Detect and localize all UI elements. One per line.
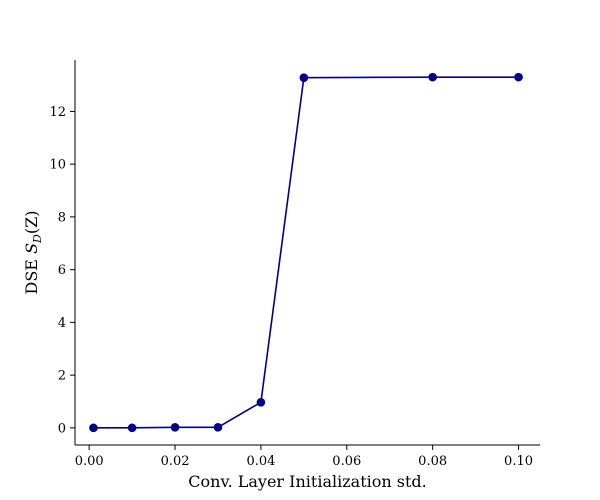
series-layer xyxy=(89,72,523,433)
data-point xyxy=(213,423,223,432)
data-point xyxy=(428,72,437,82)
y-tick-label: 2 xyxy=(58,369,66,384)
y-axis-label-suffix: (Z) xyxy=(22,211,41,235)
y-tick-label: 12 xyxy=(49,105,66,120)
data-point xyxy=(170,423,180,432)
y-axis-label-subscript: D xyxy=(31,234,44,244)
y-tick-label: 0 xyxy=(58,421,66,436)
y-ticks: 0 2 4 6 8 10 12 xyxy=(49,105,75,436)
data-point xyxy=(89,423,98,433)
data-point xyxy=(514,72,523,82)
x-ticks: 0.00 0.02 0.04 0.06 0.08 0.10 xyxy=(75,445,533,469)
y-axis-label-symbol: S xyxy=(22,243,41,254)
x-tick-label: 0.02 xyxy=(161,454,190,469)
x-tick-label: 0.04 xyxy=(246,454,275,469)
data-point xyxy=(127,423,137,433)
y-tick-label: 8 xyxy=(58,210,66,225)
x-axis-label: Conv. Layer Initialization std. xyxy=(188,472,426,491)
x-tick-label: 0.06 xyxy=(332,454,361,469)
data-point xyxy=(299,73,309,82)
y-tick-label: 4 xyxy=(58,316,66,331)
x-tick-label: 0.00 xyxy=(75,454,104,469)
y-tick-label: 10 xyxy=(49,158,66,173)
y-axis-label-prefix: DSE xyxy=(22,254,41,295)
series-line xyxy=(93,76,519,429)
axes xyxy=(74,60,540,446)
x-tick-label: 0.10 xyxy=(504,454,533,469)
y-axis-label: DSE SD(Z) xyxy=(22,211,44,295)
y-tick-label: 6 xyxy=(58,263,66,278)
data-point xyxy=(256,397,266,407)
x-tick-label: 0.08 xyxy=(418,454,447,469)
